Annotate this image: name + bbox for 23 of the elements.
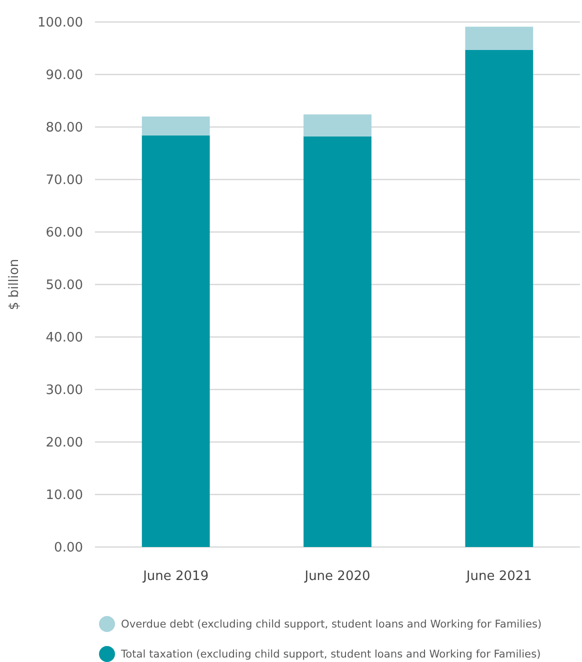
x-tick-label: June 2021: [465, 569, 532, 584]
y-tick-label: 10.00: [46, 488, 83, 504]
y-tick-label: 20.00: [46, 436, 83, 451]
legend-label: Total taxation (excluding child support, student loans and Working for Families): [120, 648, 541, 661]
bar: [304, 114, 372, 136]
y-tick-label: 60.00: [46, 226, 83, 241]
y-tick-label: 40.00: [46, 330, 83, 346]
y-tick-label: 90.00: [46, 68, 83, 84]
bar: [142, 135, 210, 547]
bar: [465, 50, 534, 547]
legend-label: Overdue debt (excluding child support, student loans and Working for Families): [121, 618, 542, 631]
y-tick-label: 70.00: [46, 173, 83, 188]
bar: [142, 116, 210, 136]
y-tick-label: 30.00: [46, 383, 83, 398]
bar: [304, 136, 372, 547]
y-tick-label: 100.00: [38, 16, 83, 31]
y-tick-label: 0.00: [54, 540, 83, 556]
x-tick-label: June 2019: [142, 569, 209, 584]
y-tick-label: 50.00: [46, 278, 83, 294]
bar: [465, 26, 534, 50]
y-axis-title: $ billion: [7, 258, 22, 310]
x-tick-label: June 2020: [304, 569, 370, 584]
y-tick-label: 80.00: [46, 120, 83, 136]
